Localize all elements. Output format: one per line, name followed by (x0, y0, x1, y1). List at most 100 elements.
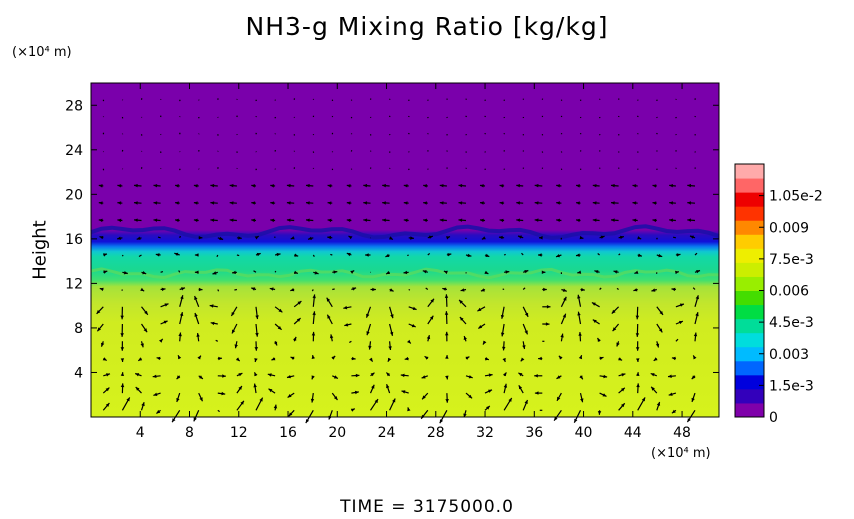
wind-arrow (542, 305, 551, 309)
wind-arrow (558, 355, 563, 360)
wind-arrow (120, 323, 124, 337)
wind-arrow-head (557, 396, 561, 401)
wind-arrow-head (221, 391, 226, 396)
wind-arrow (215, 339, 219, 342)
wind-arrow (389, 236, 394, 241)
colorbar: 1.05e-2 0.009 7.5e-3 0.006 4.5e-3 0.003 1.5e-3… (734, 163, 823, 426)
wind-arrow (102, 357, 107, 362)
wind-arrow (650, 386, 658, 394)
wind-arrow-head (326, 297, 331, 302)
wind-arrow (534, 374, 543, 378)
wind-arrow (484, 389, 493, 394)
wind-arrow (612, 323, 620, 332)
wind-arrow-head (199, 397, 203, 402)
wind-arrow-head (102, 357, 107, 361)
wind-arrow (311, 375, 315, 380)
wind-arrow-head (98, 201, 103, 205)
wind-arrow-head (600, 235, 605, 239)
wind-arrow-head (524, 330, 528, 335)
wind-arrow (522, 399, 529, 411)
wind-arrow (286, 183, 295, 188)
wind-arrow-head (538, 356, 542, 361)
wind-arrow (346, 184, 352, 188)
wind-arrow-head (556, 184, 560, 188)
wind-arrow (484, 253, 490, 258)
wind-arrow-head (621, 373, 626, 377)
wind-arrow (445, 355, 449, 359)
wind-arrow (503, 253, 506, 256)
wind-arrow-head (134, 218, 138, 222)
wind-arrow-head (363, 201, 368, 205)
wind-arrow (656, 306, 664, 316)
wind-arrow (500, 323, 505, 337)
wind-arrow-head (577, 270, 582, 274)
wind-arrow (153, 201, 161, 205)
wind-arrow (618, 373, 626, 377)
wind-arrow (157, 236, 161, 239)
wind-arrow (351, 356, 356, 361)
wind-arrow (655, 341, 660, 348)
wind-arrow-head (403, 184, 408, 188)
wind-arrow (235, 357, 241, 362)
wind-arrow (407, 339, 412, 344)
wind-arrow-head (541, 270, 546, 274)
x-tick-label: 16 (279, 425, 297, 441)
wind-arrow-head (556, 201, 560, 205)
wind-arrow-head (290, 356, 295, 360)
wind-arrow (254, 341, 258, 351)
wind-arrow (656, 253, 663, 258)
wind-arrow (687, 218, 696, 222)
wind-arrow (421, 392, 429, 400)
wind-arrow-head (350, 408, 355, 412)
wind-arrow-head (428, 235, 433, 239)
wind-arrow (400, 373, 409, 378)
wind-arrow-head (499, 201, 504, 205)
wind-arrow (458, 183, 467, 188)
wind-arrow-head (99, 287, 104, 292)
wind-arrow-shaft (694, 252, 698, 256)
wind-arrow (578, 332, 582, 342)
wind-arrow (479, 218, 486, 223)
wind-arrow (312, 294, 316, 307)
wind-arrow-shaft (236, 254, 240, 257)
wind-arrow (210, 183, 218, 188)
wind-arrow-head (546, 305, 551, 309)
wind-arrow-head (407, 339, 411, 344)
wind-arrow-head (222, 374, 226, 378)
wind-arrow (482, 340, 487, 345)
wind-arrow-head (426, 335, 431, 340)
wind-arrow (458, 201, 467, 205)
wind-arrow (618, 387, 626, 394)
wind-arrow (193, 201, 199, 205)
wind-arrow (422, 270, 428, 274)
wind-arrow-shaft (425, 287, 429, 290)
wind-arrow-head (658, 328, 663, 333)
wind-arrow (140, 341, 144, 348)
wind-arrow-head (480, 201, 484, 205)
wind-arrow (253, 383, 257, 394)
wind-arrow-head (105, 403, 110, 407)
wind-arrow (576, 201, 581, 205)
colorbar-segment (735, 290, 764, 306)
wind-arrow-head (153, 218, 158, 222)
wind-arrow-head (178, 355, 182, 360)
y-tick-label: 12 (65, 276, 83, 292)
wind-arrow (369, 357, 374, 362)
wind-arrow (120, 341, 125, 351)
wind-arrow (694, 252, 698, 256)
wind-arrow (234, 288, 238, 291)
wind-arrow-head (238, 236, 242, 240)
wind-arrow (404, 356, 409, 361)
wind-arrow-shaft (522, 287, 526, 290)
wind-arrow (135, 386, 142, 394)
wind-arrow-head (98, 184, 103, 188)
wind-arrow (408, 306, 417, 311)
wind-arrow-head (592, 218, 597, 222)
wind-arrow-head (254, 236, 259, 240)
wind-arrow-head (288, 412, 293, 417)
wind-arrow (136, 236, 142, 240)
wind-arrow (116, 236, 123, 240)
wind-arrow-head (314, 271, 319, 275)
wind-arrow-head (365, 253, 369, 257)
wind-arrow (176, 392, 181, 403)
